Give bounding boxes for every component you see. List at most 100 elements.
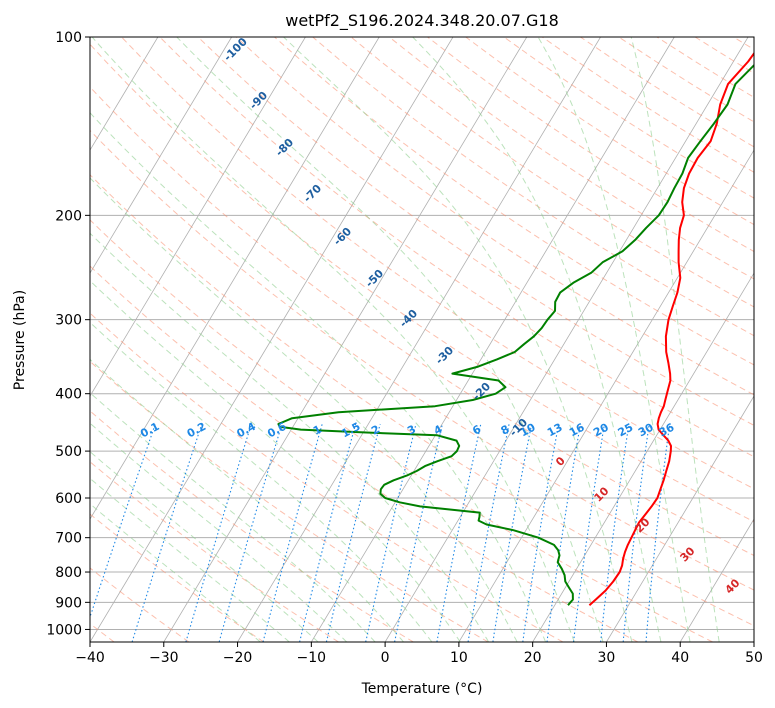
y-tick-label: 400 [55, 387, 82, 403]
mixing-ratio-line [394, 423, 443, 642]
moist-adiabat [283, 37, 633, 642]
isotherm-line [753, 641, 754, 642]
dry-adiabat [465, 37, 754, 226]
x-tick-label: 40 [671, 650, 689, 666]
dry-adiabat [90, 513, 264, 642]
isotherm-label: -70 [301, 182, 324, 205]
isotherm-line [90, 37, 454, 642]
y-tick-label: 700 [55, 531, 82, 547]
isotherm-label: -40 [397, 307, 420, 330]
mixing-ratio-label: 36 [657, 421, 677, 440]
y-axis-label: Pressure (hPa) [12, 290, 28, 390]
isotherm-line [310, 37, 675, 642]
isotherm-line [0, 37, 10, 642]
plot-frame [89, 36, 755, 643]
isotherm-label: 40 [723, 576, 743, 596]
isotherm-line [384, 37, 749, 642]
dry-adiabat [90, 312, 564, 642]
isotherm-line [237, 37, 601, 642]
mixing-ratio-label: 0.4 [235, 420, 259, 441]
isotherm-line [532, 272, 754, 642]
isotherm-line [90, 37, 233, 274]
isotherm-line [90, 37, 380, 520]
mixing-ratio-label: 0.1 [138, 420, 161, 441]
y-tick-label: 200 [55, 208, 82, 224]
dry-adiabat [90, 410, 414, 642]
x-tick-label: 10 [450, 650, 468, 666]
isotherm-line [458, 149, 754, 642]
moist-adiabat [176, 37, 604, 642]
dry-adiabat [159, 37, 754, 458]
mixing-ratio-line [325, 423, 381, 642]
moist-adiabat [90, 280, 461, 642]
x-tick-label: −40 [75, 650, 105, 666]
moist-adiabat [90, 321, 433, 642]
y-tick-label: 100 [55, 30, 82, 46]
isotherm-label: -30 [433, 344, 456, 367]
dry-adiabat [90, 360, 489, 642]
y-tick-label: 1000 [46, 622, 82, 638]
y-tick-label: 600 [55, 491, 82, 507]
dry-adiabat [121, 37, 754, 490]
x-tick-label: −20 [223, 650, 253, 666]
mixing-ratio-line [185, 423, 252, 642]
dry-adiabat [541, 37, 754, 173]
mixing-ratio-line [299, 423, 357, 642]
mixing-ratio-line [218, 423, 283, 642]
dry-adiabat [274, 37, 754, 366]
mixing-ratio-label: 2 [369, 423, 382, 438]
mixing-ratio-label: 30 [636, 421, 656, 440]
isotherm-line [163, 37, 528, 642]
temperature-line [588, 51, 754, 606]
isotherm-label: 20 [633, 515, 653, 535]
mixing-ratio-label: 13 [545, 421, 565, 440]
dry-adiabat [90, 43, 754, 523]
isotherm-line [90, 37, 306, 397]
y-tick-label: 300 [55, 313, 82, 329]
dry-adiabat [90, 219, 713, 642]
mixing-ratio-line [262, 423, 323, 642]
moist-adiabat [630, 37, 720, 642]
isotherm-label: 0 [553, 454, 568, 469]
dry-adiabat [618, 37, 754, 123]
x-axis-ticks: −40 −30 −20 −10 0 10 20 30 40 50 [75, 642, 763, 666]
x-tick-label: −10 [297, 650, 327, 666]
dry-adiabat [90, 461, 339, 642]
dry-adiabat [388, 37, 754, 280]
mixing-ratio-line [131, 423, 203, 642]
x-tick-label: 20 [524, 650, 542, 666]
moist-adiabat [90, 392, 376, 642]
moist-adiabat [90, 112, 547, 642]
mixing-ratio-line [467, 423, 510, 642]
dry-adiabat [350, 37, 754, 308]
mixing-ratio-label: 6 [470, 422, 483, 437]
y-tick-label: 900 [55, 595, 82, 611]
isotherm-label: -100 [221, 35, 250, 64]
moist-adiabat [91, 37, 575, 642]
isotherm-line [679, 518, 754, 642]
x-tick-label: 0 [381, 650, 390, 666]
moist-adiabat [90, 177, 518, 642]
dry-adiabat [90, 129, 754, 591]
moist-adiabat [90, 358, 404, 642]
dry-adiabat [312, 37, 754, 337]
x-tick-label: 30 [598, 650, 616, 666]
mixing-ratio-line [546, 423, 582, 642]
moist-adiabat [412, 37, 662, 642]
y-axis-ticks: 100 200 300 400 500 600 700 800 900 1000 [46, 30, 90, 638]
plot-inline-labels: 0.1 0.2 0.4 0.6 1 1.5 2 3 4 6 8 10 13 16 20 25 30 36-100-… [138, 35, 743, 597]
mixing-ratio-line [436, 423, 482, 642]
mixing-ratio-line [600, 423, 630, 642]
moist-adiabat [537, 37, 691, 642]
moist-adiabat [90, 232, 490, 642]
dewpoint-line [277, 63, 754, 606]
mixing-ratio-label: 20 [591, 421, 611, 440]
mixing-ratio-line [622, 423, 650, 642]
isotherm-label: -50 [363, 267, 386, 290]
dry-adiabat [772, 37, 775, 642]
dry-adiabat [90, 265, 639, 642]
moist-adiabat [90, 450, 319, 642]
mixing-ratio-label: 0.6 [265, 420, 289, 441]
dry-adiabat [197, 37, 754, 426]
